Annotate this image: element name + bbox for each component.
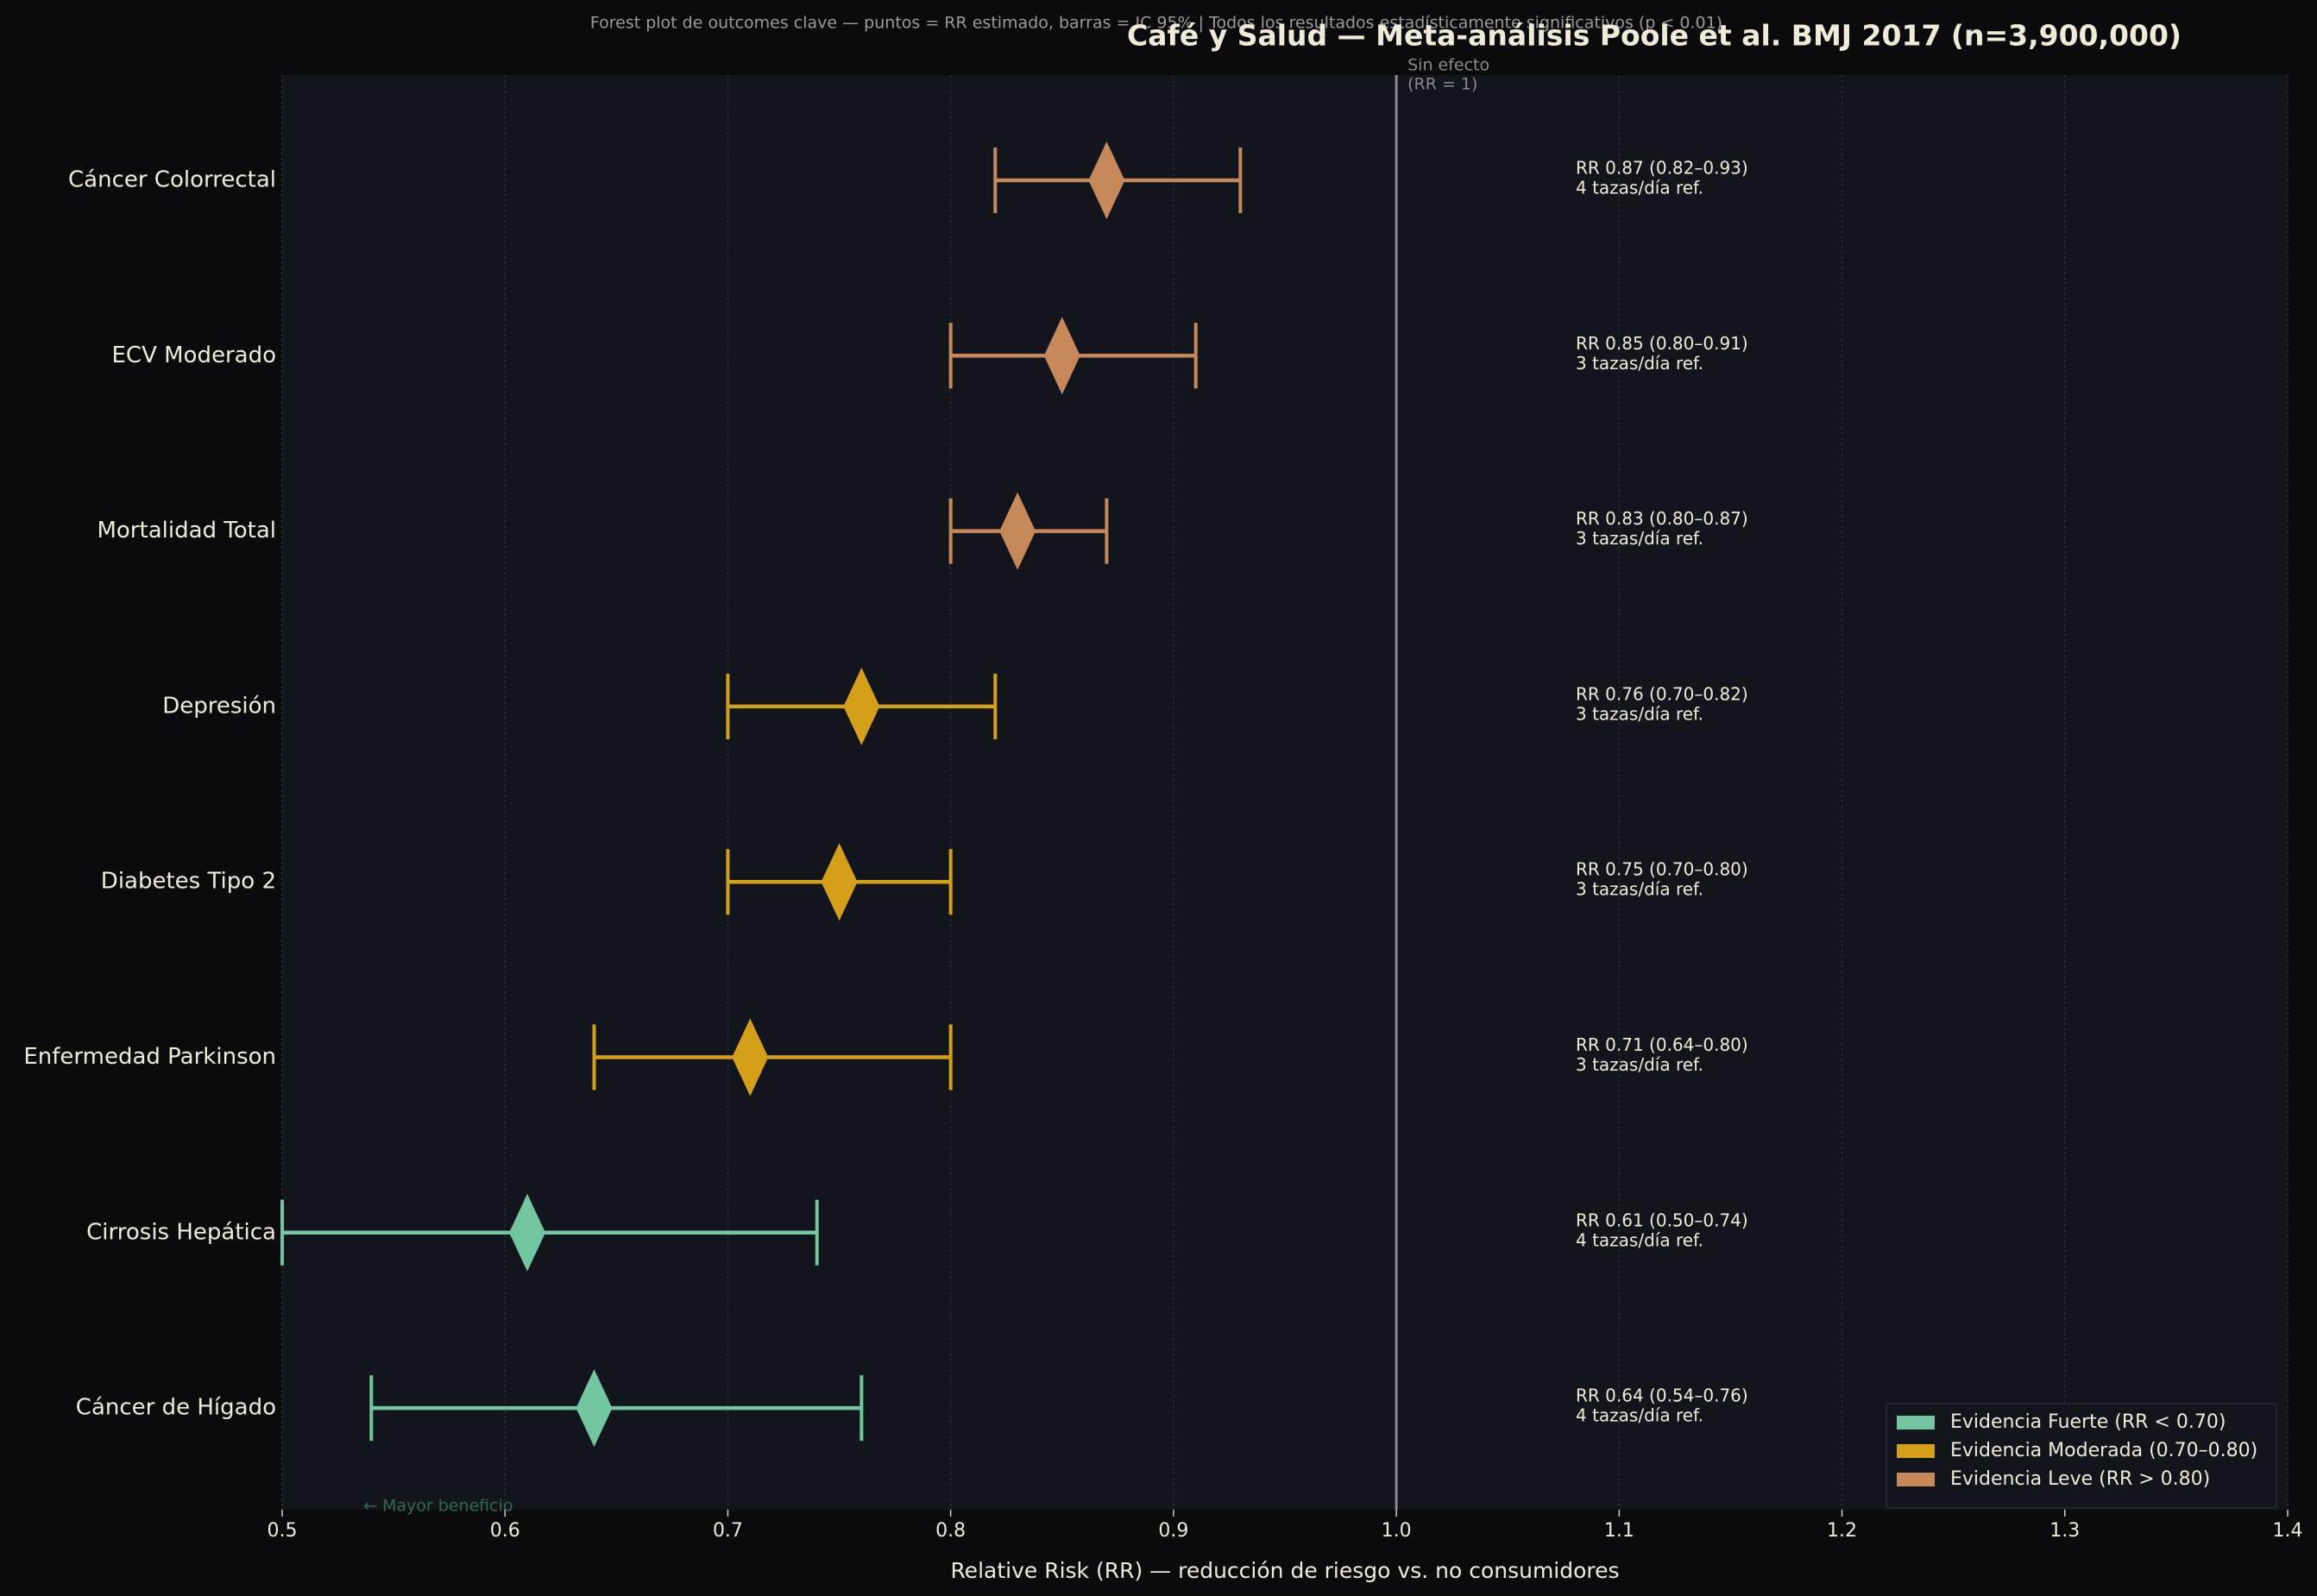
estimate-diamond <box>999 492 1036 570</box>
value-label: RR 0.75 (0.70–0.80) <box>1576 859 1748 880</box>
x-tick-label: 0.5 <box>268 1520 298 1542</box>
estimate-diamond <box>576 1369 613 1448</box>
chart-title: Café y Salud — Meta-análisis Poole et al… <box>1127 19 2182 53</box>
y-tick-label: Cirrosis Hepática <box>86 1219 276 1245</box>
estimate-diamond <box>1043 317 1080 395</box>
value-label: RR 0.71 (0.64–0.80) <box>1576 1034 1748 1055</box>
y-tick-label: Enfermedad Parkinson <box>23 1044 276 1070</box>
dose-label: 3 tazas/día ref. <box>1576 1054 1703 1075</box>
estimate-diamond <box>1088 141 1125 219</box>
y-tick-label: ECV Moderado <box>111 342 276 368</box>
dose-label: 3 tazas/día ref. <box>1576 353 1703 374</box>
dose-label: 4 tazas/día ref. <box>1576 1229 1703 1250</box>
y-tick-label: Mortalidad Total <box>97 518 276 544</box>
estimate-diamond <box>732 1018 769 1096</box>
y-tick-label: Depresión <box>162 693 276 719</box>
dose-label: 4 tazas/día ref. <box>1576 178 1703 198</box>
legend-label: Evidencia Moderada (0.70–0.80) <box>1950 1440 2257 1461</box>
dose-label: 3 tazas/día ref. <box>1576 879 1703 900</box>
value-label: RR 0.85 (0.80–0.91) <box>1576 333 1748 354</box>
reference-label: Sin efecto <box>1407 56 1489 75</box>
chart-subtitle: Forest plot de outcomes clave — puntos =… <box>590 14 1722 33</box>
reference-label: (RR = 1) <box>1407 75 1477 94</box>
value-label: RR 0.76 (0.70–0.82) <box>1576 683 1748 704</box>
x-tick-label: 1.3 <box>2049 1520 2080 1542</box>
value-label: RR 0.64 (0.54–0.76) <box>1576 1386 1748 1406</box>
value-label: RR 0.83 (0.80–0.87) <box>1576 508 1748 529</box>
value-label: RR 0.87 (0.82–0.93) <box>1576 158 1748 179</box>
legend-swatch <box>1897 1416 1935 1429</box>
x-tick-label: 1.0 <box>1382 1520 1412 1542</box>
plot-area <box>282 75 2288 1510</box>
dose-label: 3 tazas/día ref. <box>1576 528 1703 549</box>
x-tick-label: 1.2 <box>1827 1520 1857 1542</box>
x-tick-label: 1.4 <box>2273 1520 2303 1542</box>
legend-swatch <box>1897 1473 1935 1486</box>
annotation: ← Mayor beneficio <box>363 1497 513 1516</box>
x-axis-label: Relative Risk (RR) — reducción de riesgo… <box>950 1558 1619 1583</box>
legend-box <box>1886 1403 2277 1509</box>
x-tick-label: 0.9 <box>1158 1520 1188 1542</box>
x-tick-label: 0.8 <box>935 1520 966 1542</box>
x-tick-label: 0.7 <box>713 1520 743 1542</box>
y-tick-label: Cáncer Colorrectal <box>68 167 276 193</box>
estimate-diamond <box>843 667 880 745</box>
value-label: RR 0.61 (0.50–0.74) <box>1576 1210 1748 1230</box>
x-tick-label: 0.6 <box>490 1520 520 1542</box>
estimate-diamond <box>509 1193 546 1272</box>
dose-label: 4 tazas/día ref. <box>1576 1405 1703 1426</box>
estimate-diamond <box>821 843 858 921</box>
y-tick-label: Diabetes Tipo 2 <box>101 869 276 895</box>
legend-label: Evidencia Leve (RR > 0.80) <box>1950 1468 2210 1490</box>
legend-swatch <box>1897 1444 1935 1458</box>
legend-label: Evidencia Fuerte (RR < 0.70) <box>1950 1411 2226 1433</box>
dose-label: 3 tazas/día ref. <box>1576 703 1703 724</box>
x-tick-label: 1.1 <box>1604 1520 1634 1542</box>
y-tick-label: Cáncer de Hígado <box>76 1395 276 1421</box>
